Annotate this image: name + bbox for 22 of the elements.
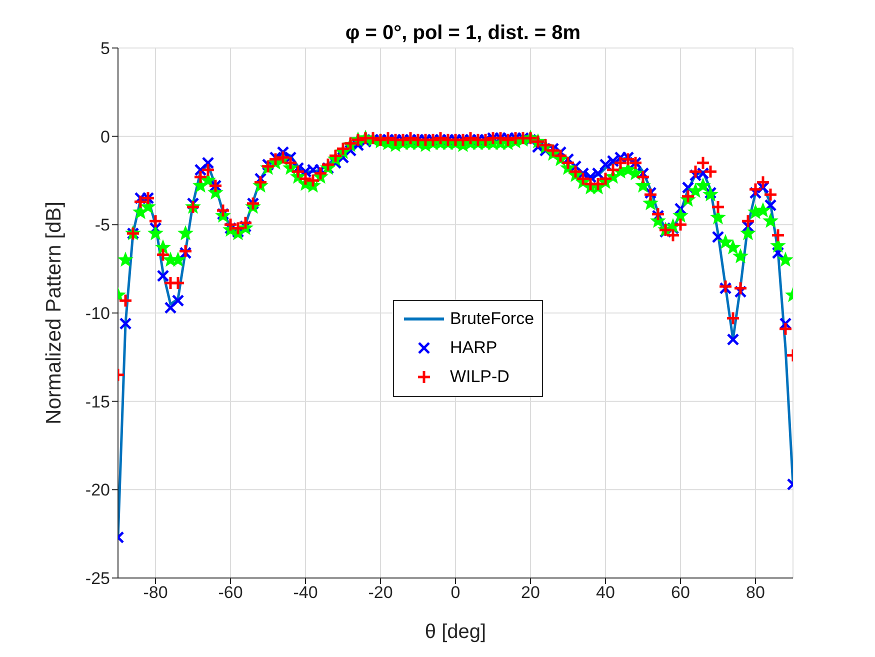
x-tick-label: 40 (596, 583, 615, 602)
legend-label: HARP (450, 338, 498, 358)
chart-title: φ = 0°, pol = 1, dist. = 8m (344, 22, 582, 45)
y-tick-label: -5 (94, 216, 110, 235)
y-tick-label: -20 (85, 480, 110, 500)
y-axis-title: Normalized Pattern [dB] (42, 202, 66, 424)
x-tick-label: -80 (143, 583, 168, 602)
x-tick-label: 60 (671, 583, 690, 602)
y-tick-label: -10 (85, 304, 110, 324)
legend-label: BruteForce (450, 309, 534, 329)
y-tick-label: 0 (100, 127, 110, 146)
x-tick-label: 20 (521, 583, 540, 602)
y-tick-label: 5 (100, 39, 110, 58)
x-tick-label: 0 (450, 583, 460, 602)
x-tick-label: -20 (368, 583, 393, 602)
y-tick-label: -25 (85, 569, 110, 588)
x-axis-title: θ [deg] (424, 621, 486, 643)
y-tick-label: -15 (85, 392, 110, 412)
x-tick-label: -60 (218, 583, 243, 602)
x-tick-label: -40 (293, 583, 318, 602)
x-tick-label: 80 (746, 583, 765, 602)
legend-label: WILP-D (450, 367, 510, 387)
